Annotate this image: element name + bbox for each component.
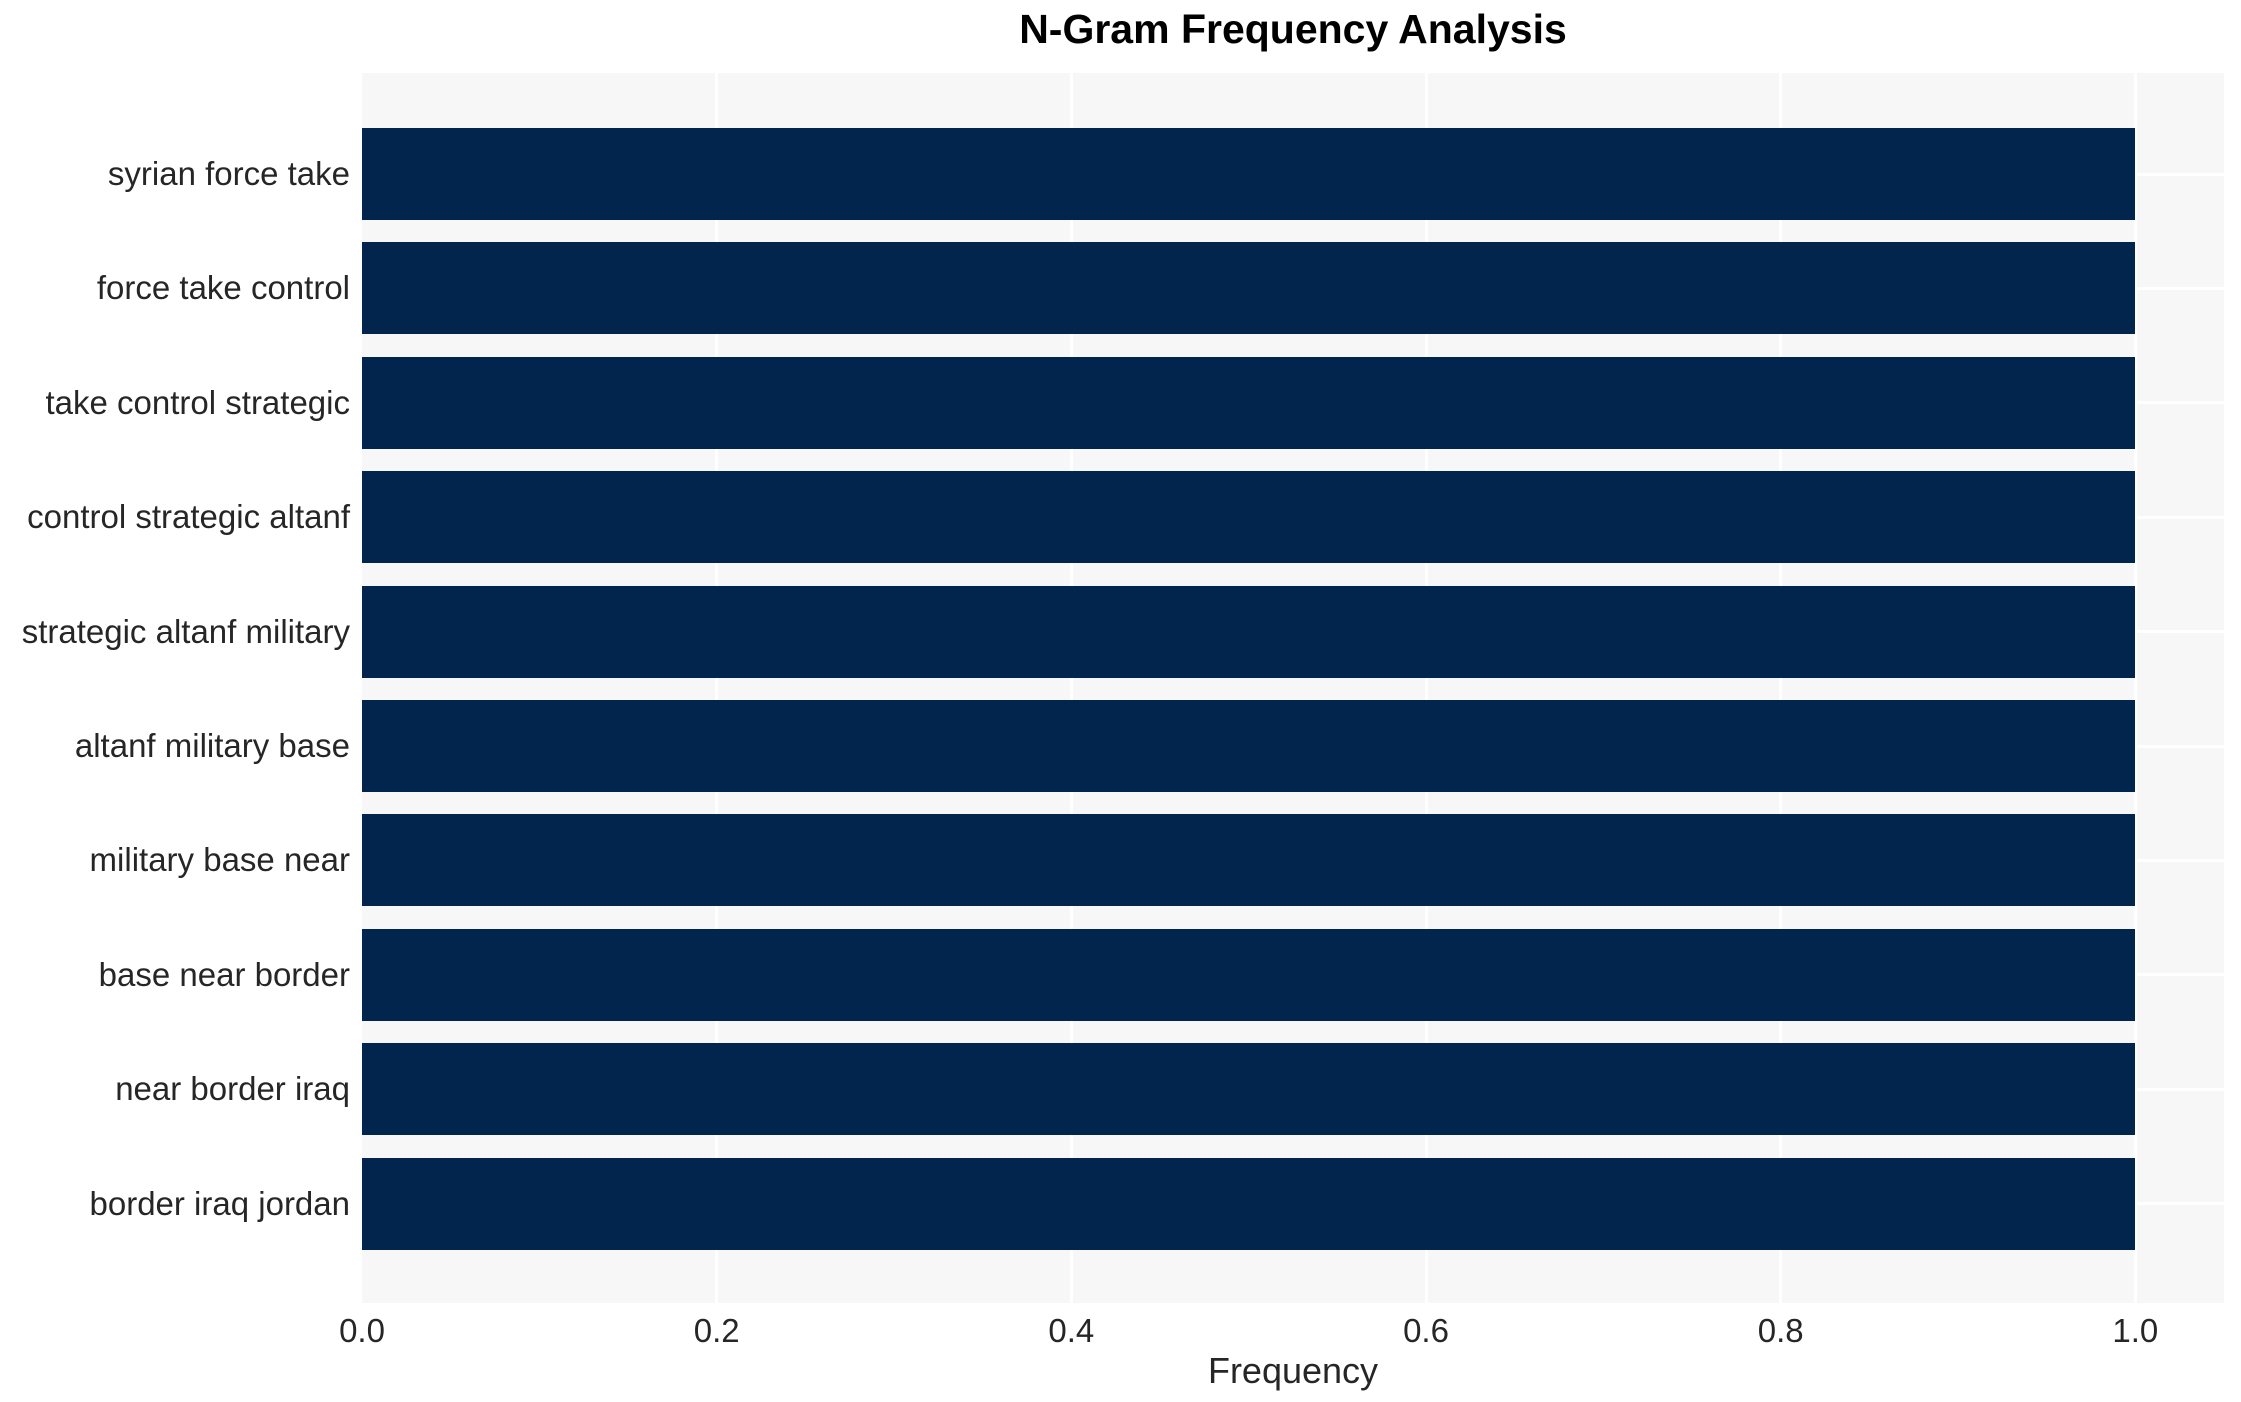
x-tick-label: 0.6 bbox=[1403, 1312, 1449, 1349]
bar-control-strategic-altanf bbox=[362, 471, 2136, 564]
gridline-x bbox=[1779, 73, 1783, 1303]
y-tick-label: force take control bbox=[96, 269, 350, 307]
y-tick-label: base near border bbox=[98, 955, 350, 993]
y-tick-label: take control strategic bbox=[45, 383, 350, 421]
y-tick-label: syrian force take bbox=[107, 155, 350, 192]
x-tick-label: 0.2 bbox=[693, 1312, 740, 1349]
x-tick-label: 0.0 bbox=[339, 1312, 385, 1349]
y-tick-label: control strategic altanf bbox=[27, 498, 350, 536]
bar-near-border-iraq bbox=[362, 1043, 2136, 1136]
bar-strategic-altanf-military bbox=[362, 585, 2136, 678]
y-tick-label: near border iraq bbox=[115, 1070, 350, 1108]
x-tick-label: 1.0 bbox=[2112, 1312, 2159, 1349]
bar-base-near-border bbox=[362, 928, 2136, 1021]
x-tick-label: 0.4 bbox=[1048, 1312, 1095, 1349]
x-axis-title: Frequency bbox=[1207, 1350, 1379, 1391]
y-tick-label: military base near bbox=[89, 841, 350, 879]
bar-military-base-near bbox=[362, 814, 2136, 907]
bar-border-iraq-jordan bbox=[362, 1157, 2136, 1250]
bar-syrian-force-take bbox=[362, 128, 2136, 220]
chart-title: N-Gram Frequency Analysis bbox=[1019, 6, 1567, 52]
y-tick-label: strategic altanf military bbox=[21, 612, 350, 650]
gridline-x bbox=[1424, 73, 1428, 1303]
plot-area bbox=[362, 73, 2224, 1303]
bar-altanf-military-base bbox=[362, 700, 2136, 792]
gridline-x bbox=[1069, 73, 1073, 1303]
y-tick-label: altanf military base bbox=[74, 727, 350, 764]
bar-take-control-strategic bbox=[362, 356, 2136, 449]
y-tick-label: border iraq jordan bbox=[89, 1184, 351, 1222]
x-tick-label: 0.8 bbox=[1757, 1312, 1804, 1349]
bar-force-take-control bbox=[362, 242, 2136, 335]
gridline-x bbox=[2133, 73, 2137, 1303]
gridline-x bbox=[715, 73, 719, 1303]
